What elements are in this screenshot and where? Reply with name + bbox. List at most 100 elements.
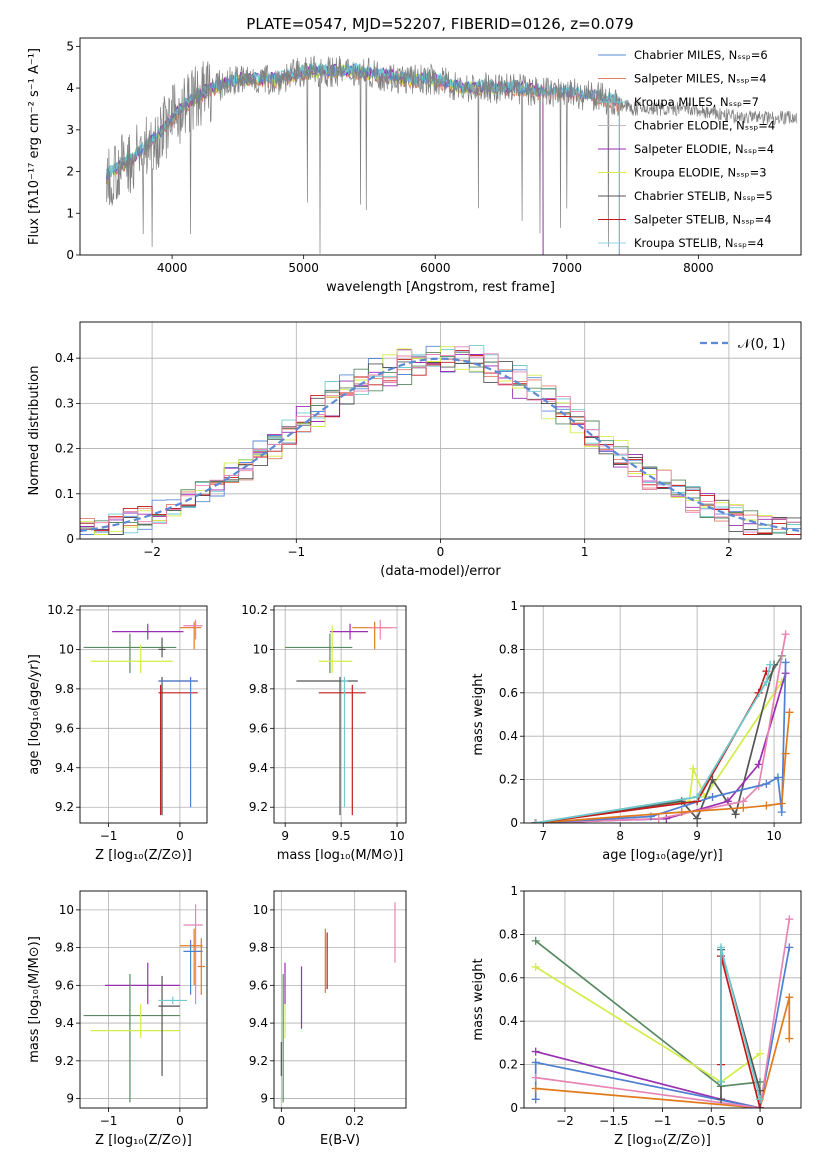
y-tick-label: 10.2 (47, 603, 74, 617)
x-tick-label: 9.5 (332, 829, 351, 843)
y-tick-label: 0 (510, 816, 518, 830)
weight-line (535, 919, 791, 1108)
data-point (158, 996, 188, 1005)
data-point (197, 938, 205, 995)
legend-label: Kroupa STELIB, Nₛₛₚ=4 (634, 236, 764, 250)
y-tick-label: 0 (510, 1101, 518, 1115)
data-point (112, 623, 184, 640)
x-tick-label: 8 (616, 829, 624, 843)
data-point (183, 904, 203, 1005)
axes-frame (79, 890, 208, 1109)
x-tick-label: −1 (100, 829, 118, 843)
data-point (318, 625, 353, 674)
weight-marker (693, 814, 702, 823)
plot-area (274, 606, 406, 823)
data-point (318, 684, 366, 816)
data-point (158, 975, 180, 1076)
data-point (183, 619, 203, 640)
y-tick-label: 1 (510, 884, 518, 898)
x-tick-label: −2 (556, 1114, 574, 1128)
weight-marker (781, 658, 790, 667)
weight-marker (531, 1073, 540, 1082)
axes: −1 0 9 9.2 9.4 9.6 9.8 10 Z [log₁₀(Z/Z⊙)] mass [l… (27, 903, 192, 1148)
panel-age-vs-Z: −1 0 9.2 9.4 9.6 9.8 10 10.2 Z [log₁₀(Z/Z⊙)] age … (27, 603, 208, 863)
weight-marker (693, 792, 702, 801)
data-point (369, 619, 398, 640)
weight-marker (781, 749, 790, 758)
y-tick-label: 9.8 (55, 941, 74, 955)
data-point (296, 677, 358, 816)
x-axis-label: mass [log₁₀(M/M⊙)] (277, 848, 404, 863)
weight-marker (717, 1095, 726, 1104)
y-tick-label: 9.4 (55, 1016, 74, 1030)
y-tick-label: 1 (510, 599, 518, 613)
weight-marker (777, 808, 786, 817)
axes-frame (79, 605, 208, 824)
axes: 4000 5000 6000 7000 8000 0 1 2 3 4 5 wavelength [An… (27, 39, 714, 295)
plot-area (524, 606, 801, 823)
axes: 7 8 9 10 0 0.2 0.4 0.6 0.8 1 age [log₁₀(age/yr)] ma… (471, 599, 782, 863)
data-point (90, 645, 173, 674)
weight-marker (785, 708, 794, 717)
y-tick-label: 0.4 (499, 1014, 518, 1028)
weight-marker (654, 814, 663, 823)
y-tick-label: 9.4 (249, 1016, 268, 1030)
axes: −1 0 9.2 9.4 9.6 9.8 10 10.2 Z [log₁₀(Z/Z⊙)] age … (27, 603, 192, 863)
plot-area (524, 891, 801, 1108)
y-tick-label: 0.4 (55, 351, 74, 365)
y-axis-label: Flux [fλ10⁻¹⁷ erg cm⁻² s⁻¹ A⁻¹] (27, 48, 42, 245)
weight-line (535, 664, 772, 823)
weight-line (535, 670, 768, 823)
weight-line (535, 662, 787, 823)
weight-line (535, 997, 791, 1108)
panel-age-vs-mass: 9 9.5 10 9.2 9.4 9.6 9.8 10 10.2 mass [log₁₀(M/M⊙… (241, 603, 407, 863)
x-axis-label: (data-model)/error (380, 564, 501, 579)
panel-mass-vs-EBV: 0 0.2 9 9.2 9.4 9.6 9.8 10 E(B-V) (249, 890, 407, 1148)
x-axis-label: Z [log₁₀(Z/Z⊙)] (95, 1133, 192, 1148)
y-tick-label: 9.8 (249, 941, 268, 955)
y-tick-label: 5 (66, 39, 74, 53)
figure-title: PLATE=0547, MJD=52207, FIBERID=0126, z=0… (246, 15, 633, 33)
plot-area (274, 891, 406, 1108)
y-tick-label: 0.8 (499, 927, 518, 941)
y-tick-label: 9 (260, 1092, 268, 1106)
data-point (83, 974, 180, 1103)
x-tick-label: −1 (287, 545, 305, 559)
weight-marker (773, 773, 782, 782)
weight-marker (531, 1058, 540, 1067)
axes-frame (273, 605, 407, 824)
legend-label: Chabrier ELODIE, Nₛₛₚ=4 (634, 119, 775, 133)
weight-marker (785, 943, 794, 952)
data-point (179, 621, 202, 650)
axes-frame (79, 321, 802, 540)
weight-marker (756, 1095, 765, 1104)
y-tick-label: 10.2 (241, 603, 268, 617)
axes-frame (79, 37, 802, 256)
x-tick-label: −2 (143, 545, 161, 559)
y-tick-label: 9.6 (55, 721, 74, 735)
x-tick-label: 2 (725, 545, 733, 559)
y-tick-label: 9.6 (249, 978, 268, 992)
x-tick-label: 0 (437, 545, 445, 559)
plot-area (105, 55, 798, 255)
x-tick-label: 0 (278, 1114, 286, 1128)
x-tick-label: 0.2 (345, 1114, 364, 1128)
panel-mass-vs-Z: −1 0 9 9.2 9.4 9.6 9.8 10 Z [log₁₀(Z/Z⊙)] mass [l… (27, 890, 208, 1148)
weight-marker (717, 943, 726, 952)
y-tick-label: 0 (66, 532, 74, 546)
y-tick-label: 9.8 (55, 682, 74, 696)
y-tick-label: 9.2 (55, 800, 74, 814)
axes-frame (523, 890, 802, 1109)
legend-label: Kroupa MILES, Nₛₛₚ=7 (634, 95, 759, 109)
y-tick-label: 9.2 (249, 1054, 268, 1068)
observed-spectrum-line (105, 55, 798, 254)
gaussian-curve (80, 357, 801, 533)
y-tick-label: 0.4 (499, 729, 518, 743)
y-tick-label: 2 (66, 165, 74, 179)
weight-marker (785, 1034, 794, 1043)
axes-frame (523, 605, 802, 824)
legend-label: Chabrier MILES, Nₛₛₚ=6 (634, 48, 768, 62)
axes: −2 −1 0 1 2 0 0.1 0.2 0.3 0.4 (data-model)/error No… (27, 351, 733, 579)
data-point (352, 621, 392, 650)
y-tick-label: 10 (253, 642, 268, 656)
